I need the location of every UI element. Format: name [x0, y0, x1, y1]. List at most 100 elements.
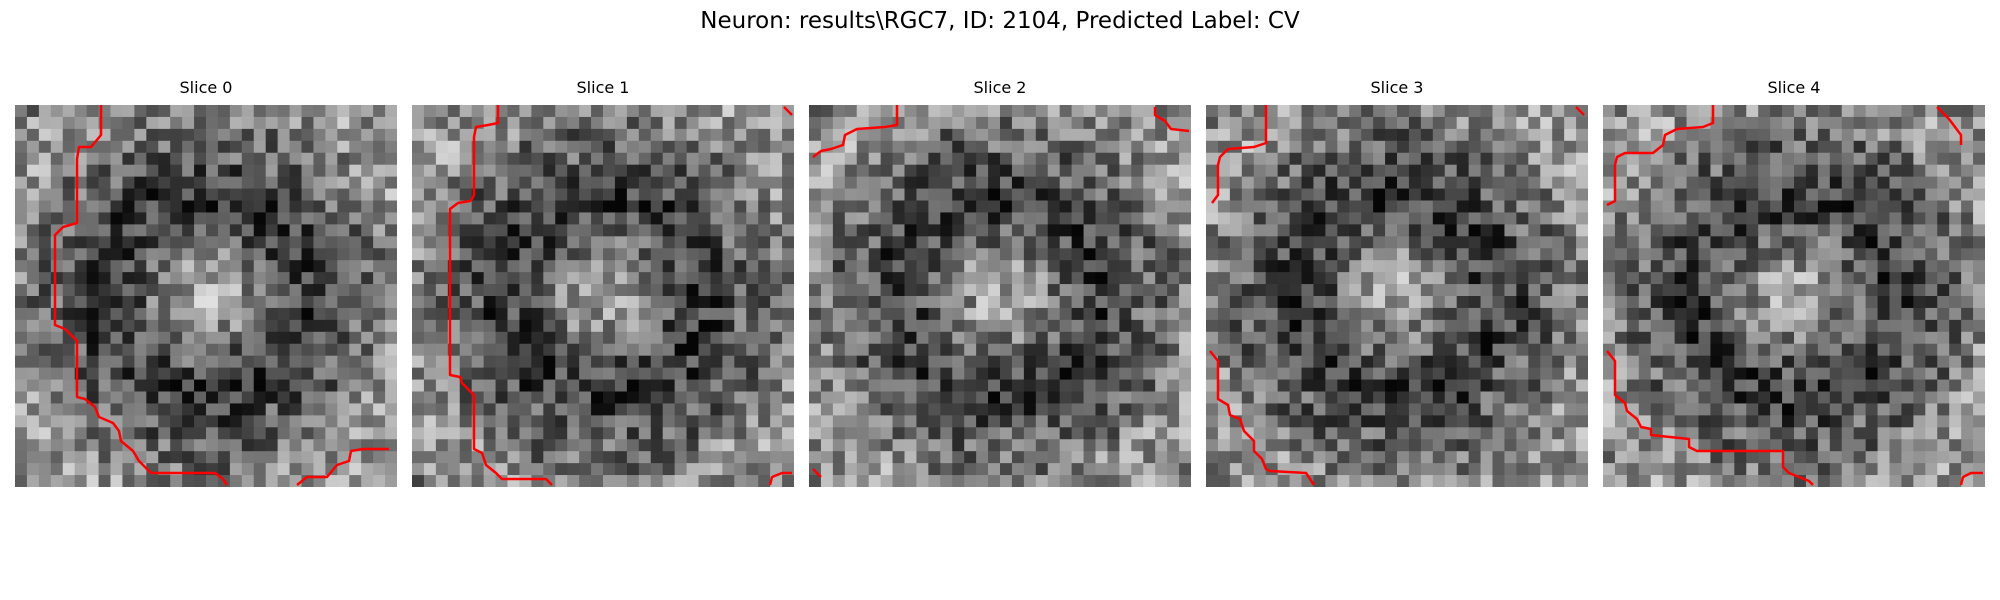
- image-pixel: [412, 140, 425, 154]
- image-pixel: [1650, 212, 1664, 225]
- image-pixel: [122, 451, 135, 464]
- image-pixel: [74, 463, 88, 476]
- image-pixel: [1107, 176, 1120, 190]
- image-pixel: [265, 367, 279, 381]
- image-pixel: [1662, 212, 1676, 225]
- image-pixel: [1167, 391, 1180, 405]
- image-pixel: [1937, 284, 1950, 297]
- image-pixel: [1480, 391, 1494, 405]
- image-pixel: [952, 248, 965, 261]
- image-pixel: [662, 105, 676, 118]
- image-pixel: [1083, 296, 1097, 309]
- image-pixel: [1456, 116, 1470, 130]
- image-pixel: [626, 451, 640, 464]
- image-pixel: [1373, 236, 1386, 249]
- image-pixel: [820, 200, 834, 214]
- image-pixel: [1901, 355, 1914, 369]
- image-pixel: [1289, 319, 1303, 333]
- image-pixel: [194, 176, 207, 190]
- image-pixel: [686, 164, 700, 178]
- image-pixel: [734, 128, 747, 142]
- image-pixel: [880, 415, 894, 428]
- image-pixel: [1289, 427, 1303, 440]
- image-pixel: [1734, 236, 1747, 249]
- image-pixel: [650, 296, 664, 309]
- image-pixel: [1758, 319, 1771, 333]
- image-pixel: [507, 415, 521, 428]
- image-pixel: [1432, 116, 1446, 130]
- image-pixel: [1265, 355, 1279, 369]
- image-pixel: [1155, 355, 1168, 369]
- image-pixel: [1540, 272, 1553, 285]
- image-pixel: [626, 152, 640, 166]
- image-pixel: [964, 105, 977, 118]
- image-pixel: [158, 188, 171, 202]
- image-pixel: [459, 355, 473, 369]
- image-pixel: [1492, 391, 1506, 405]
- image-pixel: [182, 200, 195, 214]
- image-pixel: [1480, 248, 1494, 261]
- image-pixel: [1853, 128, 1867, 142]
- image-pixel: [289, 415, 303, 428]
- image-pixel: [674, 260, 688, 273]
- image-pixel: [1277, 415, 1291, 428]
- image-pixel: [337, 272, 350, 285]
- image-pixel: [1253, 439, 1267, 452]
- image-pixel: [1397, 200, 1410, 214]
- image-pixel: [1710, 296, 1723, 309]
- image-pixel: [1337, 379, 1350, 393]
- image-pixel: [1131, 176, 1144, 190]
- image-pixel: [206, 188, 219, 202]
- image-pixel: [1119, 176, 1132, 190]
- image-pixel: [1734, 224, 1747, 237]
- image-pixel: [146, 128, 159, 142]
- image-pixel: [1564, 331, 1577, 345]
- image-pixel: [1047, 140, 1061, 154]
- image-pixel: [1889, 176, 1903, 190]
- image-pixel: [1564, 403, 1577, 416]
- image-pixel: [1289, 307, 1303, 321]
- image-pixel: [265, 355, 279, 369]
- image-pixel: [614, 307, 628, 321]
- image-pixel: [507, 391, 521, 405]
- image-pixel: [1229, 224, 1243, 237]
- image-pixel: [423, 164, 437, 178]
- image-pixel: [770, 272, 783, 285]
- image-pixel: [626, 236, 640, 249]
- image-pixel: [1841, 140, 1855, 154]
- image-pixel: [194, 475, 207, 487]
- image-pixel: [820, 284, 834, 297]
- image-pixel: [289, 319, 303, 333]
- image-pixel: [1722, 272, 1735, 285]
- image-pixel: [217, 176, 231, 190]
- image-pixel: [809, 188, 822, 202]
- image-pixel: [26, 379, 40, 393]
- image-pixel: [1576, 224, 1588, 237]
- image-pixel: [1179, 475, 1191, 487]
- image-pixel: [868, 415, 882, 428]
- image-pixel: [591, 212, 604, 225]
- image-pixel: [1313, 307, 1326, 321]
- image-pixel: [555, 415, 568, 428]
- image-pixel: [1504, 331, 1517, 345]
- image-pixel: [1277, 188, 1291, 202]
- image-pixel: [1337, 367, 1350, 381]
- image-pixel: [880, 355, 894, 369]
- image-pixel: [435, 164, 449, 178]
- image-pixel: [722, 200, 735, 214]
- image-pixel: [1385, 427, 1398, 440]
- image-pixel: [591, 403, 604, 416]
- image-pixel: [229, 260, 243, 273]
- image-pixel: [1889, 307, 1903, 321]
- image-pixel: [1119, 296, 1132, 309]
- image-pixel: [567, 331, 580, 345]
- image-pixel: [385, 248, 397, 261]
- image-pixel: [698, 248, 712, 261]
- image-pixel: [217, 236, 231, 249]
- image-pixel: [976, 439, 989, 452]
- image-pixel: [650, 463, 664, 476]
- image-pixel: [952, 475, 965, 487]
- image-pixel: [952, 260, 965, 273]
- image-pixel: [423, 307, 437, 321]
- image-pixel: [217, 355, 231, 369]
